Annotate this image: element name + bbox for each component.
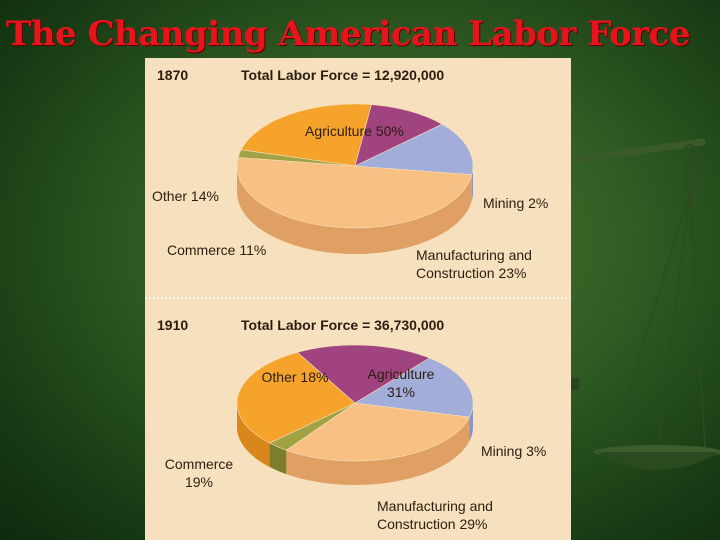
slice-label-mining: Mining 2% xyxy=(483,195,548,211)
pie-chart-1870: 1870 Total Labor Force = 12,920,000 Agricu… xyxy=(152,67,548,281)
slice-label-other: Other 14% xyxy=(152,188,219,204)
slice-side-other xyxy=(469,403,473,442)
pie-charts: 1870 Total Labor Force = 12,920,000 Agricu… xyxy=(145,67,571,532)
slice-label-manufacturing: Manufacturing and Construction 29% xyxy=(377,498,493,532)
pie-chart-1910: 1910 Total Labor Force = 36,730,000 Agricu… xyxy=(145,297,571,532)
slice-agriculture xyxy=(236,157,473,229)
slice-other xyxy=(353,123,474,175)
slice-label-manufacturing: Manufacturing and Construction 23% xyxy=(416,247,532,281)
chart-total: Total Labor Force = 12,920,000 xyxy=(241,67,444,83)
slice-commerce xyxy=(296,344,431,404)
slice-commerce xyxy=(354,104,443,167)
slice-side-agriculture xyxy=(237,166,472,254)
slice-manufacturing xyxy=(236,352,356,444)
slice-side-mining xyxy=(269,442,287,475)
chart-panel: 1870 Total Labor Force = 12,920,000 Agricu… xyxy=(145,58,571,540)
chart-year: 1910 xyxy=(157,317,188,333)
slice-label-agriculture: Agriculture 50% xyxy=(305,123,404,139)
slice-label-commerce: Commerce 19% xyxy=(165,456,234,490)
slice-side-manufacturing xyxy=(237,403,270,467)
chart-total: Total Labor Force = 36,730,000 xyxy=(241,317,444,333)
slice-label-mining: Mining 3% xyxy=(481,443,546,459)
chart-year: 1870 xyxy=(157,67,188,83)
slide-title: The Changing American Labor Force xyxy=(6,14,691,54)
slice-label-other: Other 18% xyxy=(262,369,329,385)
slice-label-agriculture: Agriculture 31% xyxy=(368,366,435,400)
slice-label-commerce: Commerce 11% xyxy=(167,242,266,258)
slice-other xyxy=(354,357,474,418)
slice-side-agriculture xyxy=(286,417,470,485)
slice-manufacturing xyxy=(240,103,372,167)
slice-agriculture xyxy=(285,402,470,462)
